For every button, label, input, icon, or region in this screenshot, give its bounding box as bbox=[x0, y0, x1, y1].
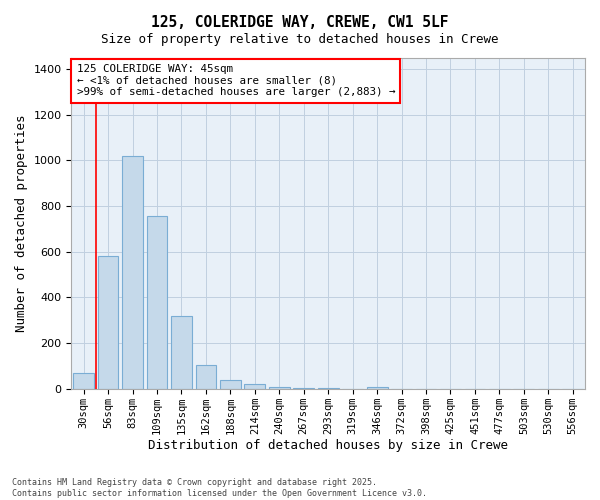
Text: 125 COLERIDGE WAY: 45sqm
← <1% of detached houses are smaller (8)
>99% of semi-d: 125 COLERIDGE WAY: 45sqm ← <1% of detach… bbox=[77, 64, 395, 98]
Bar bbox=[220, 380, 241, 389]
Text: Contains HM Land Registry data © Crown copyright and database right 2025.
Contai: Contains HM Land Registry data © Crown c… bbox=[12, 478, 427, 498]
Bar bbox=[146, 216, 167, 389]
Y-axis label: Number of detached properties: Number of detached properties bbox=[15, 114, 28, 332]
Bar bbox=[73, 373, 94, 389]
Bar bbox=[196, 365, 217, 389]
Text: 125, COLERIDGE WAY, CREWE, CW1 5LF: 125, COLERIDGE WAY, CREWE, CW1 5LF bbox=[151, 15, 449, 30]
X-axis label: Distribution of detached houses by size in Crewe: Distribution of detached houses by size … bbox=[148, 440, 508, 452]
Text: Size of property relative to detached houses in Crewe: Size of property relative to detached ho… bbox=[101, 32, 499, 46]
Bar bbox=[367, 387, 388, 389]
Bar bbox=[122, 156, 143, 389]
Bar bbox=[171, 316, 192, 389]
Bar bbox=[98, 256, 118, 389]
Bar bbox=[269, 386, 290, 389]
Bar bbox=[293, 388, 314, 389]
Bar bbox=[244, 384, 265, 389]
